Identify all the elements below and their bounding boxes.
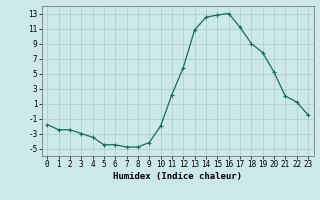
X-axis label: Humidex (Indice chaleur): Humidex (Indice chaleur) (113, 172, 242, 181)
